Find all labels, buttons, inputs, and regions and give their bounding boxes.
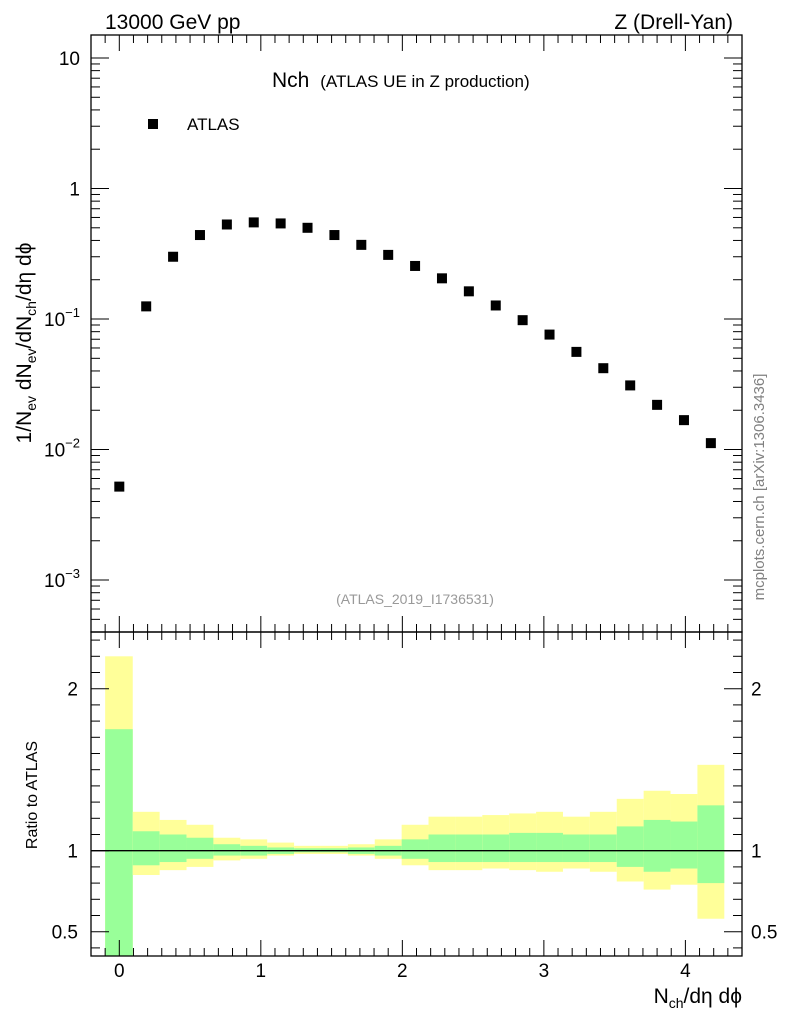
main-y-axis-label: 1/Nev dNev/dNch/dη dϕ [13, 243, 39, 444]
data-point [517, 315, 528, 326]
ratio-band-inner [132, 831, 160, 866]
energy-label: 13000 GeV pp [105, 11, 240, 34]
ratio-band-inner [562, 834, 590, 863]
data-point [490, 300, 501, 311]
data-point [383, 249, 394, 260]
legend-label: ATLAS [187, 115, 240, 134]
data-point [598, 363, 609, 374]
x-tick-label: 3 [539, 961, 550, 982]
main-y-tick-labels: 10−3 10−2 10−1 1 10 [44, 49, 80, 592]
xlabel-part: /dη dϕ [684, 985, 742, 1008]
data-point [705, 438, 716, 449]
data-point [652, 399, 663, 410]
ratio-band-inner [213, 844, 241, 856]
data-point [114, 481, 125, 492]
source-side-label: mcplots.cern.ch [arXiv:1306.3436] [751, 374, 768, 601]
ratio-y-tick-label: 2 [67, 680, 78, 701]
ratio-band-inner [670, 821, 698, 869]
ratio-band-inner [509, 832, 537, 863]
x-tick-label: 4 [680, 961, 691, 982]
ylabel-sub: ch [23, 301, 39, 316]
ratio-bands [105, 656, 725, 956]
ylabel-sub: ev [23, 348, 39, 363]
ratio-band-inner [536, 832, 563, 863]
xlabel-part: N [654, 985, 669, 1008]
x-tick-label: 0 [114, 961, 125, 982]
data-points [114, 217, 716, 492]
plot-title-main: Nch [272, 69, 309, 92]
ratio-y-tick-labels: 0.5 0.5 1 1 2 2 [52, 680, 778, 944]
ratio-band-inner [159, 834, 187, 863]
data-point [168, 251, 179, 262]
ylabel-sub: ev [23, 396, 39, 411]
main-axis-ticks [90, 35, 743, 633]
x-axis-label: Nch/dη dϕ [654, 985, 742, 1011]
ratio-band-inner [186, 837, 214, 859]
data-point [356, 239, 367, 250]
legend-marker [148, 119, 158, 129]
plot-title: Nch (ATLAS UE in Z production) [272, 69, 530, 92]
data-point [571, 346, 582, 357]
ratio-band-inner [401, 839, 429, 859]
y-tick-label: 10 [59, 49, 80, 70]
ylabel-part: /dN [13, 316, 36, 349]
data-point [302, 222, 313, 233]
ratio-y-tick-label-right: 0.5 [751, 923, 777, 944]
ratio-band-inner [697, 805, 725, 884]
data-point [463, 286, 474, 297]
data-point [141, 301, 152, 312]
y-tick-label: 10−1 [44, 305, 80, 331]
y-tick-label: 10−2 [44, 436, 80, 462]
ratio-y-tick-label: 1 [67, 842, 78, 863]
ratio-y-axis-label: Ratio to ATLAS [24, 741, 41, 849]
ratio-band-inner [455, 834, 483, 863]
ratio-y-tick-label-right: 2 [751, 680, 762, 701]
ratio-band-inner [589, 834, 617, 863]
analysis-tag: (ATLAS_2019_I1736531) [336, 591, 494, 607]
ratio-y-tick-label: 0.5 [52, 923, 78, 944]
ylabel-part: dN [13, 363, 36, 396]
ratio-band-inner [616, 826, 644, 867]
plot-title-sub: (ATLAS UE in Z production) [320, 72, 529, 91]
x-tick-label: 1 [256, 961, 267, 982]
ratio-band-inner [105, 729, 133, 956]
ylabel-part: 1/N [13, 411, 36, 444]
data-point [436, 273, 447, 284]
ratio-y-tick-label-right: 1 [751, 842, 762, 863]
data-point [544, 329, 555, 340]
data-point [410, 260, 421, 271]
ratio-band-inner [428, 834, 456, 863]
ratio-axis-ticks [90, 632, 743, 956]
data-point [625, 380, 636, 391]
data-point [678, 415, 689, 426]
data-point [248, 217, 259, 228]
x-tick-labels: 0 1 2 3 4 [114, 961, 691, 982]
x-tick-label: 2 [397, 961, 408, 982]
y-tick-label: 1 [69, 180, 80, 201]
process-label: Z (Drell-Yan) [614, 11, 733, 34]
ratio-band-inner [482, 834, 510, 863]
data-point [275, 218, 286, 229]
ylabel-part: /dη dϕ [13, 243, 36, 301]
data-point [221, 219, 232, 230]
data-point [329, 230, 340, 241]
y-tick-label: 10−3 [44, 566, 80, 592]
xlabel-sub: ch [669, 995, 684, 1011]
data-point [194, 230, 205, 241]
ratio-band-inner [643, 819, 671, 872]
